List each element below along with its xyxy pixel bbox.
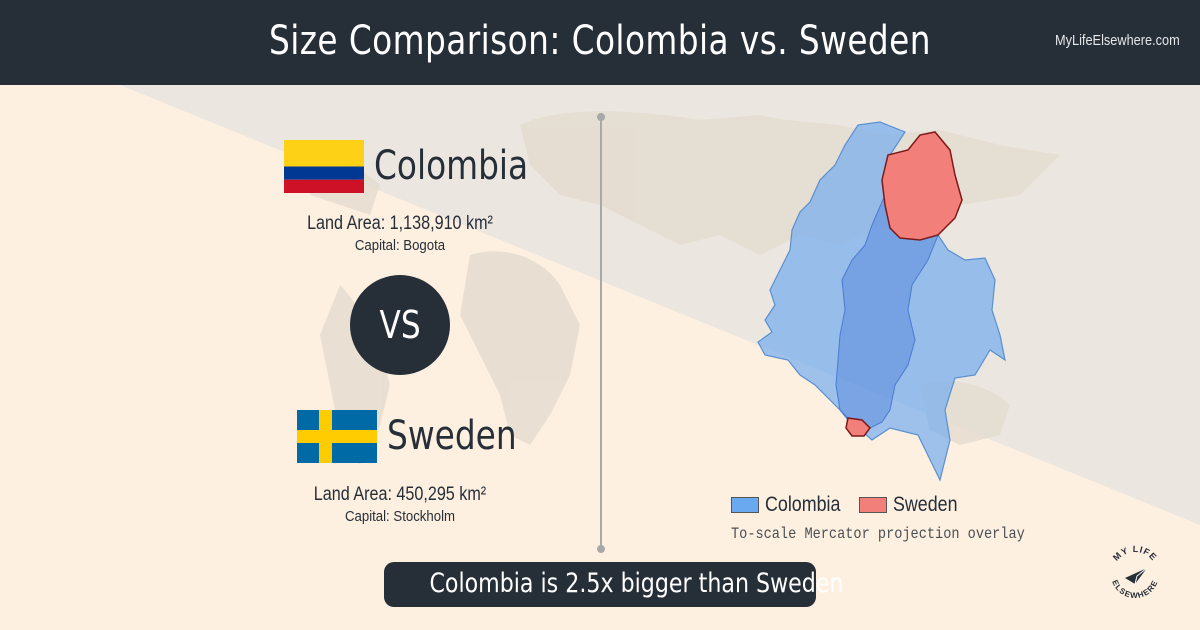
sweden-flag: [297, 410, 377, 463]
colombia-land-area: Land Area: 1,138,910 km²: [307, 213, 493, 234]
colombia-shape: [757, 121, 1006, 482]
country-name-sweden: Sweden: [387, 413, 517, 459]
legend-swatch-colombia: [731, 497, 759, 513]
mylifeelsewhere-logo: MY LIFE ELSEWHERE: [1110, 544, 1159, 600]
header-bar: Size Comparison: Colombia vs. Sweden MyL…: [0, 0, 1200, 85]
sweden-land-area: Land Area: 450,295 km²: [313, 484, 487, 505]
projection-note: To-scale Mercator projection overlay: [731, 525, 1025, 543]
site-link[interactable]: MyLifeElsewhere.com: [1055, 32, 1180, 49]
sweden-info: Land Area: 450,295 km² Capital: Stockhol…: [200, 484, 600, 525]
legend-label-sweden: Sweden: [893, 493, 958, 516]
sweden-capital: Capital: Stockholm: [344, 508, 456, 525]
map-overlay: [757, 121, 1006, 482]
sweden-north-shape: [881, 131, 963, 241]
svg-text:MY LIFE: MY LIFE: [1111, 544, 1159, 563]
legend-swatch-sweden: [859, 497, 887, 513]
legend-label-colombia: Colombia: [765, 493, 841, 516]
vs-badge: VS: [350, 275, 450, 375]
divider-top-dot: [597, 113, 605, 121]
colombia-capital: Capital: Bogota: [354, 237, 446, 254]
center-divider: [597, 113, 605, 553]
country-name-colombia: Colombia: [374, 143, 529, 189]
summary-banner: Colombia is 2.5x bigger than Sweden: [384, 562, 844, 607]
sweden-south-shape: [845, 417, 871, 437]
vs-label: VS: [379, 303, 421, 347]
colombia-info: Land Area: 1,138,910 km² Capital: Bogota: [200, 213, 600, 254]
divider-bottom-dot: [597, 545, 605, 553]
paper-plane-icon: [1125, 567, 1148, 585]
colombia-flag: [284, 140, 364, 193]
page-title: Size Comparison: Colombia vs. Sweden: [269, 18, 931, 64]
summary-text: Colombia is 2.5x bigger than Sweden: [429, 568, 844, 599]
